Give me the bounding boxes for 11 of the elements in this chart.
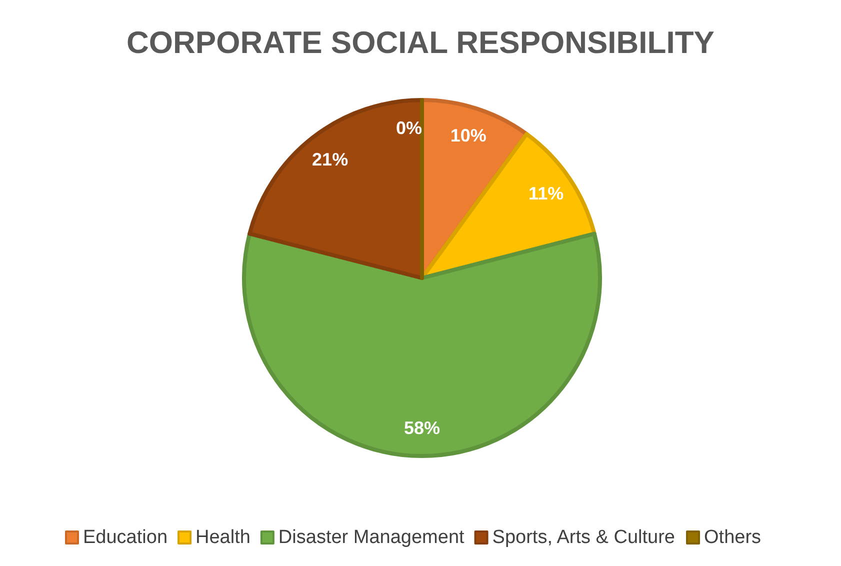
data-label: 58%	[404, 418, 440, 438]
legend-label: Disaster Management	[278, 527, 466, 548]
legend-label: Others	[704, 527, 762, 548]
legend-label: Health	[196, 527, 250, 548]
data-label: 10%	[450, 125, 486, 146]
legend-label: Education	[83, 527, 168, 548]
data-label: 11%	[528, 184, 564, 204]
text: 0%	[396, 118, 422, 138]
data-label: 21%	[312, 149, 348, 170]
chart-title: CORPORATE SOCIAL RESPONSIBILITY	[126, 25, 715, 60]
legend-label: Sports, Arts & Culture	[492, 527, 675, 548]
